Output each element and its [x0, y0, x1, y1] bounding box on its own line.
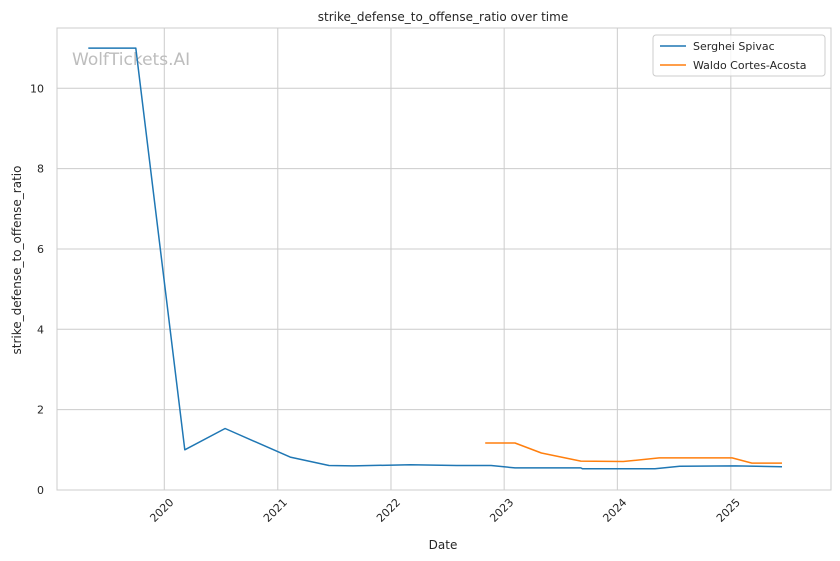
series-line-serghei-spivac — [88, 47, 783, 470]
x-tick-label: 2025 — [714, 496, 743, 525]
series-line-waldo-cortes-acosta — [485, 442, 782, 464]
x-axis-ticks: 2020 2021 2022 2023 2024 2025 — [147, 496, 743, 525]
x-tick-label: 2023 — [487, 496, 516, 525]
y-tick-label: 4 — [37, 323, 44, 336]
y-tick-label: 8 — [37, 163, 44, 176]
y-tick-label: 0 — [37, 484, 44, 497]
chart-title: strike_defense_to_offense_ratio over tim… — [318, 10, 568, 24]
legend-box — [652, 34, 826, 77]
y-tick-label: 10 — [30, 82, 44, 95]
legend-label: Serghei Spivac — [693, 40, 775, 53]
x-tick-label: 2022 — [374, 496, 403, 525]
series-layer — [88, 47, 783, 470]
y-axis-label: strike_defense_to_offense_ratio — [10, 166, 24, 355]
plot-frame — [56, 27, 832, 491]
y-tick-label: 6 — [37, 243, 44, 256]
y-axis-ticks: 0 2 4 6 8 10 — [30, 82, 44, 497]
y-tick-label: 2 — [37, 404, 44, 417]
watermark: WolfTickets.AI — [72, 50, 190, 70]
x-tick-label: 2020 — [147, 496, 176, 525]
x-tick-label: 2024 — [600, 496, 629, 525]
x-axis-label: Date — [429, 538, 458, 552]
legend: Serghei Spivac Waldo Cortes-Acosta — [652, 34, 826, 77]
legend-label: Waldo Cortes-Acosta — [693, 59, 807, 72]
grid — [57, 28, 831, 491]
x-tick-label: 2021 — [261, 496, 290, 525]
